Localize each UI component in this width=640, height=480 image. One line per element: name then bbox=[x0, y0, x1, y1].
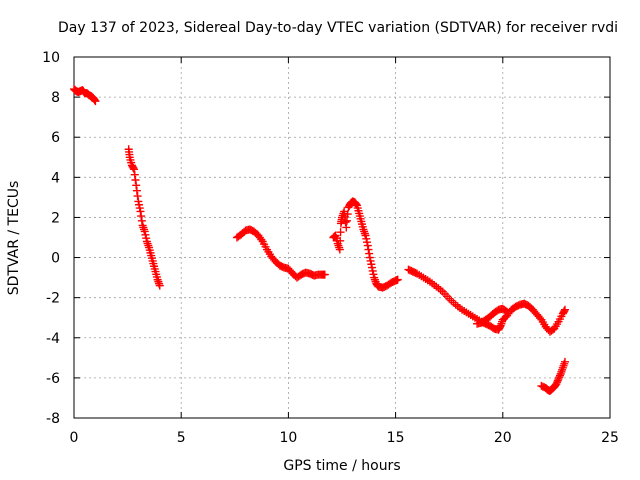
y-tick-label: 6 bbox=[51, 130, 60, 146]
y-tick-label: -4 bbox=[46, 331, 60, 347]
series-segment-6 bbox=[537, 357, 569, 395]
plot-frame bbox=[73, 56, 611, 419]
y-tick-labels: -8 -6 -4 -2 0 2 4 6 8 10 bbox=[42, 50, 60, 427]
axis-ticks bbox=[73, 56, 611, 419]
data-point bbox=[130, 170, 139, 179]
y-tick-label: -2 bbox=[46, 291, 60, 307]
data-point bbox=[144, 241, 153, 250]
data-point bbox=[133, 192, 142, 201]
data-point bbox=[560, 357, 569, 366]
data-point bbox=[91, 97, 100, 106]
data-point bbox=[154, 277, 163, 286]
series-segment-1 bbox=[70, 85, 100, 106]
grid-lines bbox=[74, 57, 610, 418]
y-tick-label: 8 bbox=[51, 90, 60, 106]
data-point bbox=[155, 281, 164, 290]
x-tick-label: 15 bbox=[387, 430, 405, 446]
data-point bbox=[555, 371, 564, 380]
series-segment-2 bbox=[124, 145, 164, 290]
data-point bbox=[560, 305, 569, 314]
x-tick-label: 25 bbox=[601, 430, 619, 446]
data-point bbox=[132, 186, 141, 195]
y-tick-label: 10 bbox=[42, 50, 60, 66]
x-tick-label: 0 bbox=[70, 430, 79, 446]
x-tick-labels: 0 5 10 15 20 25 bbox=[70, 430, 619, 446]
data-point bbox=[140, 225, 149, 234]
data-point bbox=[343, 210, 352, 219]
x-tick-label: 5 bbox=[177, 430, 186, 446]
series-segment-5 bbox=[404, 265, 569, 336]
data-point bbox=[364, 245, 373, 254]
data-point bbox=[90, 96, 99, 105]
data-point bbox=[137, 212, 146, 221]
data-point bbox=[132, 181, 141, 190]
data-point bbox=[503, 307, 512, 316]
series-segment-3 bbox=[232, 225, 329, 282]
y-tick-label: 2 bbox=[51, 210, 60, 226]
data-point bbox=[139, 223, 148, 232]
data-point bbox=[137, 216, 146, 225]
x-axis-label: GPS time / hours bbox=[283, 458, 400, 474]
data-point bbox=[501, 306, 510, 315]
data-point bbox=[341, 218, 350, 227]
y-tick-label: -8 bbox=[46, 411, 60, 427]
series-segment-5b bbox=[473, 304, 512, 328]
y-tick-label: 0 bbox=[51, 251, 60, 267]
data-points bbox=[70, 85, 569, 395]
data-point bbox=[393, 275, 402, 284]
data-point bbox=[320, 270, 329, 279]
y-axis-label: SDTVAR / TECUs bbox=[6, 181, 22, 296]
data-point bbox=[342, 223, 351, 232]
data-point bbox=[352, 200, 361, 209]
data-point bbox=[336, 236, 345, 245]
data-point bbox=[535, 314, 544, 323]
data-point bbox=[334, 241, 343, 250]
data-point bbox=[560, 307, 569, 316]
data-point bbox=[360, 227, 369, 236]
data-point bbox=[335, 245, 344, 254]
data-point bbox=[365, 249, 374, 258]
data-point bbox=[336, 228, 345, 237]
y-tick-label: 4 bbox=[51, 170, 60, 186]
data-point bbox=[131, 176, 140, 185]
data-point bbox=[363, 241, 372, 250]
data-point bbox=[343, 216, 352, 225]
x-tick-label: 20 bbox=[494, 430, 512, 446]
x-tick-label: 10 bbox=[279, 430, 297, 446]
data-point bbox=[129, 163, 138, 172]
series-segment-4 bbox=[329, 197, 402, 292]
y-tick-label: -6 bbox=[46, 371, 60, 387]
data-point bbox=[136, 207, 145, 216]
data-point bbox=[130, 165, 139, 174]
chart-title: Day 137 of 2023, Sidereal Day-to-day VTE… bbox=[58, 20, 618, 36]
